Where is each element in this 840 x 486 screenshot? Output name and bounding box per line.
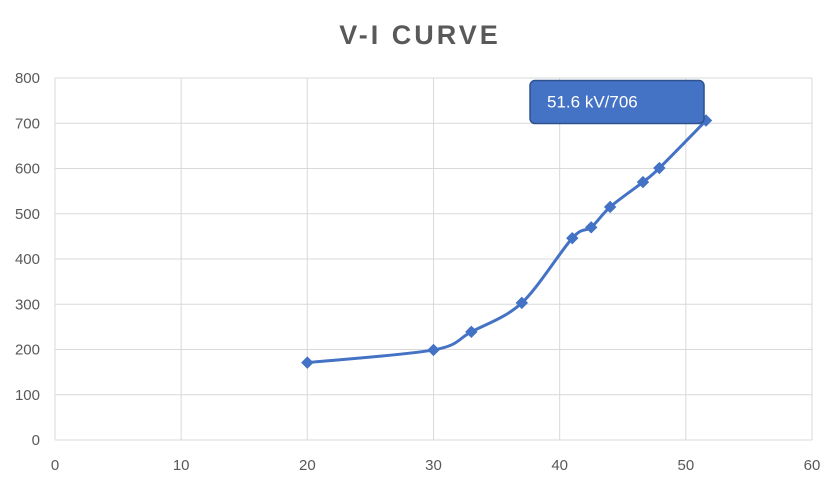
data-point bbox=[566, 231, 579, 245]
x-axis-ticks: 0 10 20 30 40 50 60 bbox=[51, 457, 821, 474]
y-axis-ticks: 0 100 200 300 400 500 600 700 800 bbox=[15, 70, 40, 449]
x-tick-label: 60 bbox=[804, 457, 821, 474]
series-layer bbox=[301, 114, 713, 369]
y-tick-label: 300 bbox=[15, 296, 40, 313]
data-point bbox=[653, 161, 666, 175]
annotation-layer: 51.6 kV/706 bbox=[529, 79, 705, 125]
data-point bbox=[427, 343, 440, 357]
y-tick-label: 0 bbox=[32, 432, 40, 449]
chart-title: V-I CURVE bbox=[339, 20, 501, 50]
y-tick-label: 400 bbox=[15, 251, 40, 268]
x-tick-label: 0 bbox=[51, 457, 59, 474]
data-point bbox=[585, 221, 598, 234]
y-tick-label: 600 bbox=[15, 161, 40, 178]
x-tick-label: 30 bbox=[425, 457, 442, 474]
annotation-callout bbox=[529, 79, 705, 125]
x-tick-label: 20 bbox=[299, 457, 316, 474]
data-point bbox=[465, 325, 478, 339]
y-tick-label: 500 bbox=[15, 206, 40, 223]
data-point bbox=[515, 296, 529, 310]
x-tick-label: 40 bbox=[551, 457, 568, 474]
y-tick-label: 800 bbox=[15, 70, 40, 87]
y-tick-label: 700 bbox=[15, 115, 40, 132]
series-line bbox=[305, 119, 708, 365]
y-tick-label: 100 bbox=[15, 387, 40, 404]
x-tick-label: 10 bbox=[173, 457, 190, 474]
annotation-label: 51.6 kV/706 bbox=[547, 93, 638, 112]
x-tick-label: 50 bbox=[677, 457, 694, 474]
y-tick-label: 200 bbox=[15, 342, 40, 359]
data-point bbox=[603, 200, 617, 214]
data-point bbox=[301, 356, 314, 369]
data-point bbox=[636, 175, 650, 189]
grid-lines bbox=[54, 77, 813, 441]
